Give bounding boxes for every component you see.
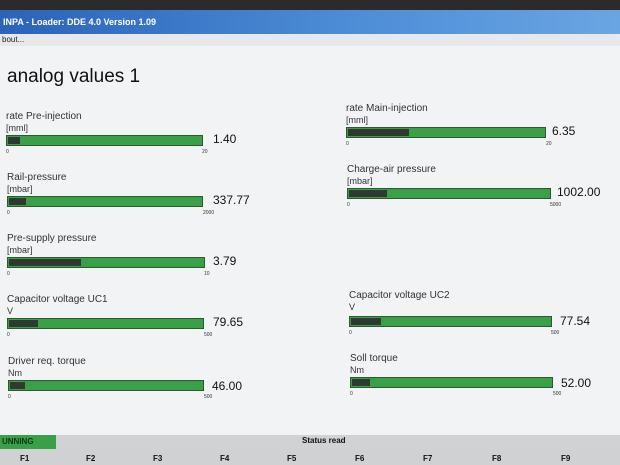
gauge-unit: [mml] xyxy=(346,115,368,125)
gauge-fill xyxy=(352,379,371,386)
running-indicator: UNNING xyxy=(0,435,56,449)
gauge-bar xyxy=(7,318,204,329)
gauge-max: 20 xyxy=(202,149,208,155)
gauge-max: 500 xyxy=(553,391,562,397)
title-bar: INPA - Loader: DDE 4.0 Version 1.09 xyxy=(0,10,620,34)
fkey-f2[interactable]: F2 xyxy=(86,454,96,463)
gauge-value: 3.79 xyxy=(213,254,237,268)
gauge-label: Soll torque xyxy=(350,353,398,364)
gauge-label: Capacitor voltage UC2 xyxy=(349,290,450,301)
gauge-value: 77.54 xyxy=(560,314,591,328)
gauge-fill xyxy=(348,129,410,136)
gauge-label: rate Pre-injection xyxy=(6,111,82,122)
gauge-fill xyxy=(10,382,26,389)
gauge-bar xyxy=(350,377,553,388)
page-title: analog values 1 xyxy=(7,66,141,87)
gauge-unit: Nm xyxy=(350,365,364,375)
gauge-max: 500 xyxy=(204,394,213,400)
gauge-value: 6.35 xyxy=(552,124,576,138)
gauge-bar xyxy=(6,135,203,146)
menu-item-about[interactable]: bout... xyxy=(2,35,25,44)
gauge-label: Charge-air pressure xyxy=(347,164,436,175)
gauge-max: 20 xyxy=(546,141,552,147)
fkey-f4[interactable]: F4 xyxy=(220,454,230,463)
gauge-bar xyxy=(7,257,205,268)
gauge-min: 0 xyxy=(350,391,353,397)
gauge-unit: V xyxy=(7,306,14,316)
gauge-max: 10 xyxy=(204,271,210,277)
menu-bar: bout... xyxy=(0,34,620,46)
gauge-unit: V xyxy=(349,302,356,312)
gauge-min: 0 xyxy=(8,394,11,400)
gauge-value: 52.00 xyxy=(561,376,592,390)
fkey-f3[interactable]: F3 xyxy=(153,454,163,463)
gauge-bar xyxy=(8,380,204,391)
window-title: INPA - Loader: DDE 4.0 Version 1.09 xyxy=(3,17,157,27)
gauge-fill xyxy=(349,190,388,197)
gauge-min: 0 xyxy=(346,141,349,147)
fkey-f7[interactable]: F7 xyxy=(423,454,433,463)
gauge-fill xyxy=(9,320,39,327)
gauge-value: 1.40 xyxy=(213,132,237,146)
gauge-label: rate Main-injection xyxy=(346,103,428,114)
gauge-max: 5000 xyxy=(550,202,562,208)
gauge-value: 46.00 xyxy=(212,379,243,393)
status-bar: UNNING Status read xyxy=(0,435,620,449)
fkey-f9[interactable]: F9 xyxy=(561,454,571,463)
gauge-label: Capacitor voltage UC1 xyxy=(7,294,108,305)
gauge-max: 2000 xyxy=(203,210,215,216)
fkey-f5[interactable]: F5 xyxy=(287,454,297,463)
gauge-value: 337.77 xyxy=(213,193,250,207)
gauge-unit: [mbar] xyxy=(347,176,373,186)
fkey-f1[interactable]: F1 xyxy=(20,454,30,463)
fkey-f8[interactable]: F8 xyxy=(492,454,502,463)
top-strip xyxy=(0,0,620,10)
gauge-bar xyxy=(349,316,552,327)
gauge-value: 79.65 xyxy=(213,315,244,329)
gauge-unit: [mbar] xyxy=(7,184,33,194)
gauge-label: Driver req. torque xyxy=(8,356,86,367)
gauge-min: 0 xyxy=(7,332,10,338)
gauge-min: 0 xyxy=(347,202,350,208)
gauge-unit: [mml] xyxy=(6,123,28,133)
gauge-label: Pre-supply pressure xyxy=(7,233,97,244)
gauge-max: 500 xyxy=(204,332,213,338)
gauge-fill xyxy=(9,259,82,266)
gauge-unit: Nm xyxy=(8,368,22,378)
analog-values-panel: analog values 1 rate Pre-injection [mml]… xyxy=(0,46,620,435)
gauge-min: 0 xyxy=(349,330,352,336)
gauge-max: 500 xyxy=(551,330,560,336)
gauge-min: 0 xyxy=(7,271,10,277)
gauge-unit: [mbar] xyxy=(7,245,33,255)
gauge-min: 0 xyxy=(6,149,9,155)
status-text: Status read xyxy=(302,436,346,445)
gauge-bar xyxy=(7,196,203,207)
gauge-min: 0 xyxy=(7,210,10,216)
gauge-value: 1002.00 xyxy=(557,185,601,199)
gauge-bar xyxy=(347,188,551,199)
gauge-bar xyxy=(346,127,546,138)
gauge-label: Rail-pressure xyxy=(7,172,67,183)
gauge-fill xyxy=(9,198,27,205)
fkey-f6[interactable]: F6 xyxy=(355,454,365,463)
gauge-fill xyxy=(351,318,382,325)
gauge-fill xyxy=(8,137,20,144)
function-key-bar: F1 F2 F3 F4 F5 F6 F7 F8 F9 xyxy=(0,449,620,465)
